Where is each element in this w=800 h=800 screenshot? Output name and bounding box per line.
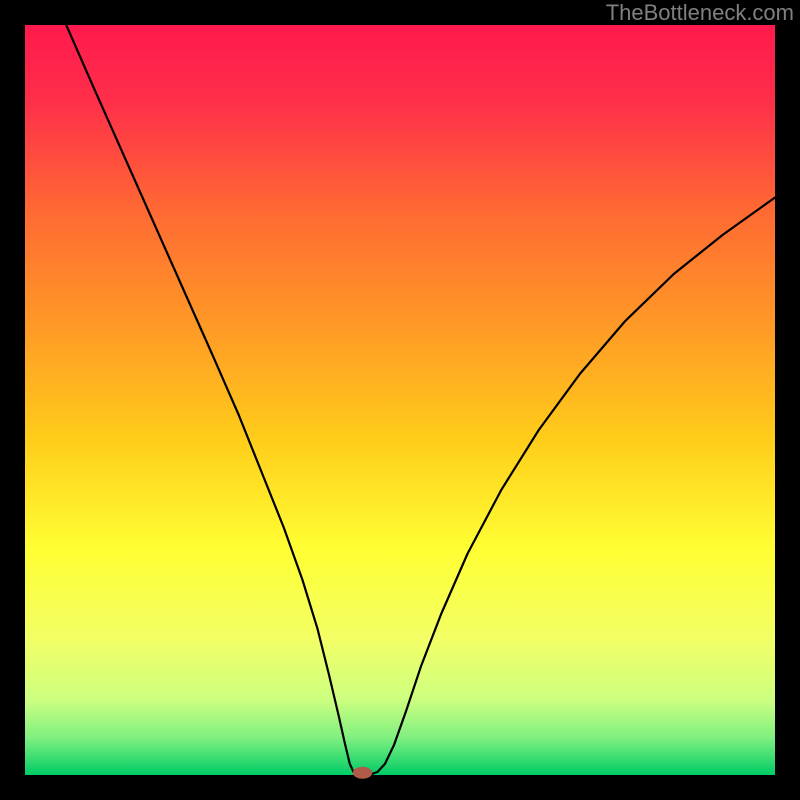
optimal-point-marker (353, 767, 373, 779)
outer-frame (0, 0, 800, 800)
plot-svg (0, 0, 800, 800)
watermark-text: TheBottleneck.com (606, 0, 800, 26)
gradient-background (25, 25, 775, 775)
